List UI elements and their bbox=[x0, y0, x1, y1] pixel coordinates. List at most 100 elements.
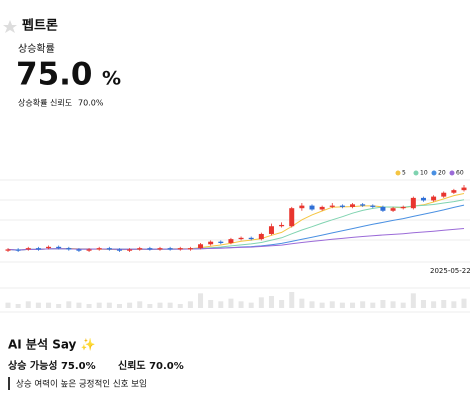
candle-body bbox=[116, 249, 122, 251]
legend-label: 10 bbox=[420, 170, 428, 177]
volume-bar bbox=[35, 302, 41, 308]
candle-body bbox=[137, 248, 143, 250]
volume-bar bbox=[198, 293, 204, 308]
candle-body bbox=[106, 248, 112, 250]
candle-body bbox=[370, 205, 376, 207]
candle-body bbox=[96, 248, 102, 250]
legend-label: 5 bbox=[402, 170, 406, 177]
candle-body bbox=[420, 197, 426, 201]
volume-bar bbox=[431, 301, 437, 308]
candle-body bbox=[157, 248, 163, 250]
candle-body bbox=[339, 205, 345, 207]
candle-body bbox=[228, 239, 234, 243]
candle-body bbox=[177, 248, 183, 250]
volume-bar bbox=[228, 298, 234, 308]
moving-average bbox=[7, 193, 465, 251]
volume-bar bbox=[268, 296, 274, 308]
quote-bar bbox=[8, 377, 10, 390]
stock-name: 펩트론 bbox=[22, 18, 58, 34]
star-icon[interactable] bbox=[3, 20, 17, 33]
probability-label: 상승확률 bbox=[18, 43, 55, 55]
volume-bar bbox=[410, 293, 416, 308]
volume-bar bbox=[5, 302, 11, 308]
volume-bar bbox=[167, 302, 173, 308]
candle-body bbox=[268, 226, 274, 234]
moving-average bbox=[7, 204, 465, 251]
candle-body bbox=[25, 248, 31, 250]
volume-bar bbox=[451, 301, 457, 308]
candle-body bbox=[390, 208, 396, 211]
volume-bar bbox=[86, 304, 92, 308]
volume-bar bbox=[390, 301, 396, 308]
volume-bar bbox=[56, 304, 62, 308]
moving-average bbox=[7, 228, 465, 251]
volume-bar bbox=[289, 292, 295, 308]
legend-dot bbox=[413, 170, 419, 176]
candle-body bbox=[5, 249, 11, 251]
volume-bar bbox=[76, 302, 82, 308]
candle-body bbox=[76, 249, 82, 251]
analysis-confidence: 신뢰도 70.0% bbox=[118, 359, 184, 372]
legend-label: 20 bbox=[438, 170, 446, 177]
candle-body bbox=[279, 224, 285, 227]
candle-body bbox=[380, 206, 386, 211]
volume-bar bbox=[350, 302, 356, 308]
volume-bar bbox=[137, 301, 143, 308]
probability-value: 75.0 bbox=[16, 57, 93, 93]
volume-bar bbox=[177, 304, 183, 308]
analysis-title: AI 분석 Say ✨ bbox=[8, 338, 96, 352]
candle-body bbox=[198, 244, 204, 249]
legend-dot bbox=[431, 170, 437, 176]
analysis-note: 상승 여력이 높은 긍정적인 신호 보임 bbox=[16, 379, 147, 390]
volume-bar bbox=[96, 302, 102, 308]
volume-bar bbox=[66, 301, 72, 308]
volume-bar bbox=[258, 297, 264, 308]
volume-bar bbox=[238, 301, 244, 308]
candle-body bbox=[248, 237, 254, 240]
candle-body bbox=[66, 248, 72, 250]
candle-body bbox=[147, 248, 153, 250]
probability-unit: % bbox=[102, 68, 121, 90]
candle-body bbox=[15, 249, 21, 251]
candle-body bbox=[289, 208, 295, 227]
candle-body bbox=[431, 196, 437, 201]
candle-body bbox=[187, 248, 193, 250]
volume-bar bbox=[380, 300, 386, 308]
candle-body bbox=[86, 249, 92, 251]
volume-bar bbox=[208, 300, 214, 308]
candle-body bbox=[35, 248, 41, 250]
volume-bar bbox=[218, 301, 224, 308]
volume-bar bbox=[25, 301, 31, 308]
candle-body bbox=[238, 237, 244, 240]
volume-bar bbox=[461, 298, 467, 308]
volume-bar bbox=[248, 302, 254, 308]
volume-bar bbox=[127, 302, 133, 308]
candle-body bbox=[360, 204, 366, 206]
candle-body bbox=[400, 206, 406, 209]
candle-body bbox=[319, 206, 325, 210]
volume-bar bbox=[46, 302, 52, 308]
volume-bar bbox=[147, 304, 153, 308]
volume-bar bbox=[187, 301, 193, 308]
volume-bar bbox=[116, 304, 122, 308]
volume-bar bbox=[279, 300, 285, 308]
volume-bar bbox=[420, 300, 426, 308]
legend-label: 60 bbox=[456, 170, 464, 177]
candle-body bbox=[309, 205, 315, 210]
confidence-label: 상승확률 신뢰도 bbox=[18, 98, 72, 108]
candle-body bbox=[410, 197, 416, 209]
legend-dot bbox=[449, 170, 455, 176]
volume-bar bbox=[309, 301, 315, 308]
volume-bar bbox=[299, 298, 305, 308]
analysis-probability: 상승 가능성 75.0% bbox=[8, 359, 96, 372]
volume-bar bbox=[339, 302, 345, 308]
volume-bar bbox=[329, 301, 335, 308]
candle-body bbox=[167, 248, 173, 250]
candle-body bbox=[451, 190, 457, 193]
volume-bar bbox=[400, 302, 406, 308]
date-label: 2025-05-22 bbox=[430, 267, 471, 275]
candle-body bbox=[350, 204, 356, 207]
candle-body bbox=[441, 192, 447, 197]
candle-body bbox=[127, 249, 133, 251]
candle-body bbox=[56, 246, 62, 249]
